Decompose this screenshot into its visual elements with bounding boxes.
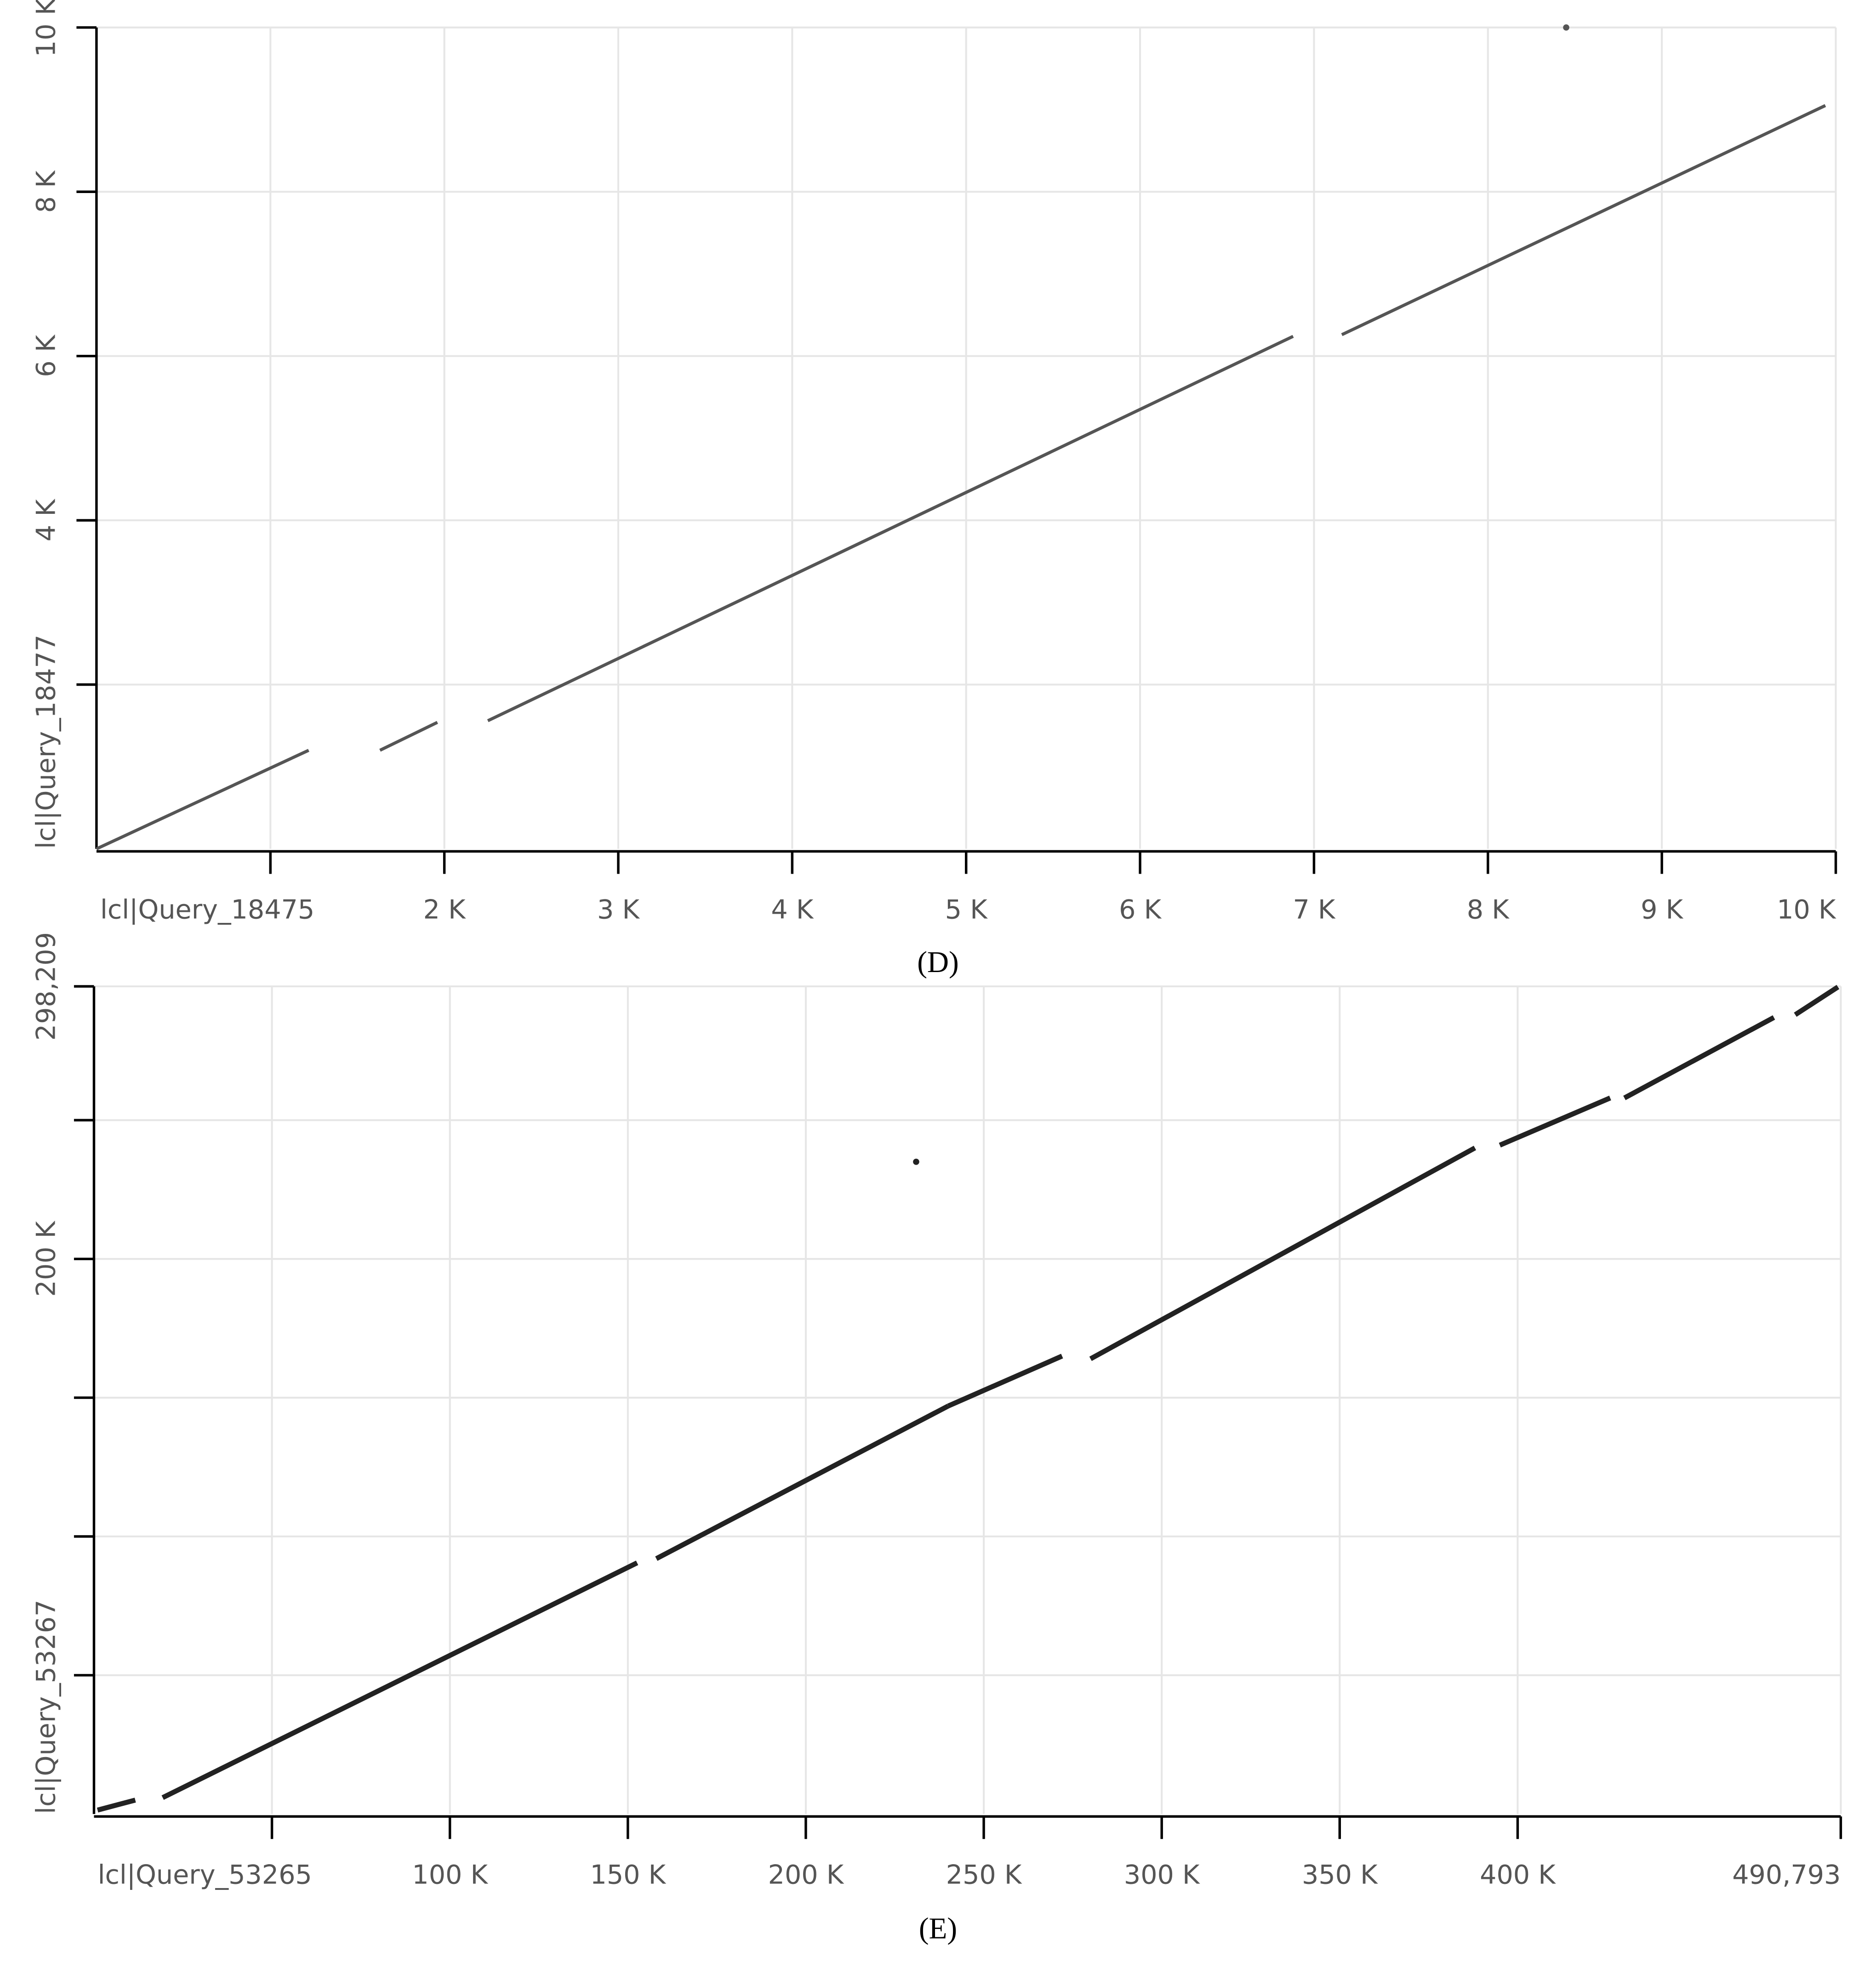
caption: (D): [917, 946, 959, 979]
y-axis-label: lcl|Query_18477: [31, 635, 61, 849]
alignment-line: [1089, 1145, 1477, 1361]
y-tick-label: 298,209: [31, 932, 61, 1041]
y-tick-label: 6 K: [31, 334, 61, 377]
dot: [913, 1159, 919, 1165]
dot: [1563, 24, 1569, 31]
x-tick-label: 6 K: [1119, 895, 1162, 925]
y-axis-label: lcl|Query_53267: [31, 1600, 61, 1814]
y-tick-label: 200 K: [31, 1220, 61, 1297]
alignment-line: [1499, 1095, 1611, 1148]
y-tick-label: 10 K: [31, 0, 61, 57]
alignment-line: [1341, 104, 1826, 336]
alignment-line: [947, 1354, 1063, 1409]
caption: (E): [919, 1912, 957, 1946]
x-tick-label: 8 K: [1467, 895, 1510, 925]
alignment-line: [161, 1560, 639, 1800]
x-tick-label: 200 K: [768, 1860, 844, 1890]
x-tick-label: 10 K: [1777, 895, 1836, 925]
x-tick-label: 4 K: [771, 895, 814, 925]
y-tick-label: 8 K: [31, 170, 61, 213]
x-tick-label: 100 K: [412, 1860, 488, 1890]
alignment-line: [97, 1798, 136, 1813]
x-tick-label: 490,793: [1732, 1860, 1841, 1890]
x-tick-label: 250 K: [946, 1860, 1022, 1890]
x-tick-label: 400 K: [1480, 1860, 1556, 1890]
x-tick-label: 150 K: [590, 1860, 667, 1890]
alignment-line: [487, 335, 1294, 722]
alignment-line: [379, 721, 438, 752]
alignment-line: [655, 1404, 950, 1561]
alignment-line: [1623, 1015, 1775, 1100]
x-tick-label: 3 K: [597, 895, 640, 925]
y-tick-label: 4 K: [31, 499, 61, 541]
x-tick-label: 300 K: [1124, 1860, 1200, 1890]
x-tick-label: 9 K: [1641, 895, 1683, 925]
alignment-line: [1794, 984, 1840, 1017]
x-tick-label: 2 K: [423, 895, 466, 925]
x-tick-label: 350 K: [1302, 1860, 1378, 1890]
x-axis-label: lcl|Query_53265: [98, 1860, 312, 1890]
alignment-line: [96, 749, 309, 851]
x-axis-label: lcl|Query_18475: [100, 895, 314, 925]
x-tick-label: 7 K: [1293, 895, 1335, 925]
x-tick-label: 5 K: [945, 895, 988, 925]
